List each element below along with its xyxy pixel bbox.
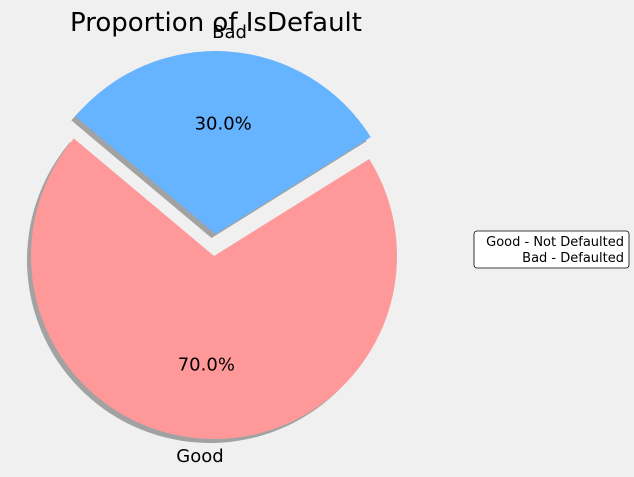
pie-slices [30, 51, 397, 439]
legend-line-bad: Bad - Defaulted [522, 251, 624, 266]
legend-box: Good - Not Defaulted Bad - Defaulted [473, 230, 630, 269]
pct-label-bad: 30.0% [195, 114, 252, 135]
legend-line-good: Good - Not Defaulted [486, 235, 624, 250]
pct-label-good: 70.0% [178, 355, 235, 376]
slice-label-good: Good [176, 446, 223, 467]
pie-slice-bad [75, 51, 371, 235]
legend-frame [473, 230, 630, 269]
pie-labels: Good 70.0% Bad 30.0% [176, 22, 252, 467]
pie-slice-good [30, 138, 397, 439]
chart-title: Proportion of IsDefault [70, 8, 362, 38]
slice-label-bad: Bad [212, 22, 247, 43]
